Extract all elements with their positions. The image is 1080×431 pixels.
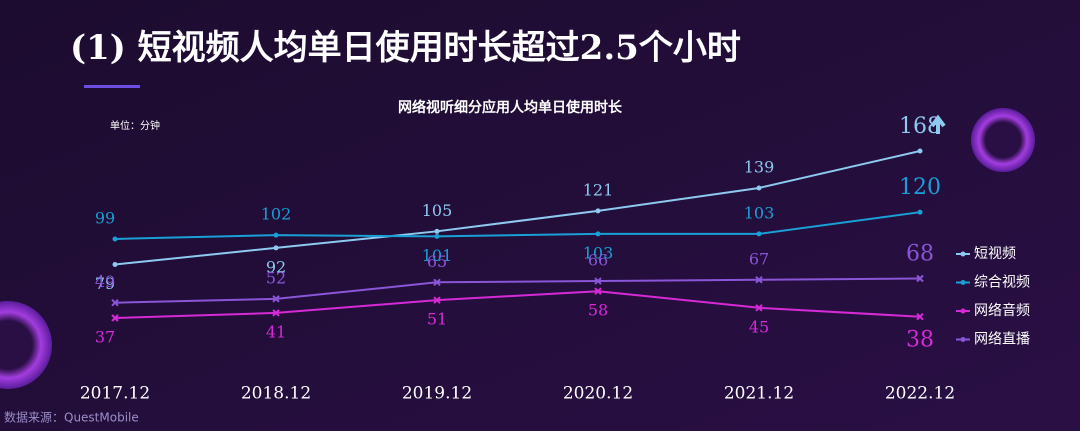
data-label: 41 bbox=[266, 322, 286, 341]
data-label: 103 bbox=[583, 243, 614, 262]
x-tick-label: 2019.12 bbox=[402, 384, 472, 404]
point bbox=[433, 296, 441, 304]
data-label: 168 bbox=[899, 114, 941, 139]
data-label: 37 bbox=[95, 328, 115, 347]
point bbox=[112, 236, 118, 242]
data-label: 49 bbox=[95, 272, 115, 291]
point bbox=[916, 274, 924, 283]
legend-label: 网络直播 bbox=[974, 331, 1030, 348]
plot: 2017.12 2018.12 2019.12 2020.12 2021.12 2022.… bbox=[80, 114, 1030, 404]
point bbox=[112, 261, 118, 267]
data-label: 105 bbox=[422, 201, 453, 220]
data-label: 52 bbox=[266, 268, 286, 287]
legend-label: 综合视频 bbox=[974, 275, 1030, 291]
data-label: 121 bbox=[583, 180, 614, 199]
point bbox=[594, 287, 602, 295]
heading: (1) 短视频人均单日使用时长超过2.5个小时 bbox=[70, 28, 741, 68]
data-label: 139 bbox=[744, 157, 775, 176]
source: 数据来源：QuestMobile bbox=[4, 410, 139, 425]
point bbox=[595, 208, 601, 214]
point bbox=[756, 231, 762, 237]
data-label: 38 bbox=[906, 328, 934, 353]
point bbox=[111, 314, 119, 322]
data-label: 103 bbox=[744, 203, 775, 222]
point bbox=[273, 245, 279, 251]
point bbox=[434, 233, 440, 239]
legend-symbol bbox=[960, 337, 966, 342]
point bbox=[272, 309, 280, 317]
decor-ring bbox=[971, 108, 1035, 172]
x-tick-label: 2020.12 bbox=[563, 384, 633, 404]
point bbox=[756, 185, 762, 191]
chart-title: 网络视听细分应用人均单日使用时长 bbox=[398, 99, 623, 116]
x-tick-label: 2017.12 bbox=[80, 384, 150, 404]
legend-label: 网络音频 bbox=[974, 302, 1030, 319]
x-tick-label: 2022.12 bbox=[885, 384, 955, 404]
point bbox=[916, 313, 924, 321]
legend-symbol bbox=[960, 280, 966, 285]
data-label: 68 bbox=[906, 241, 934, 266]
series-line bbox=[114, 211, 921, 240]
unit-label: 单位：分钟 bbox=[110, 119, 160, 132]
point bbox=[917, 209, 923, 215]
point bbox=[273, 232, 279, 238]
data-label: 58 bbox=[588, 301, 608, 320]
point bbox=[272, 295, 280, 303]
data-label: 66 bbox=[588, 251, 608, 270]
series-line bbox=[114, 290, 921, 319]
data-label: 79 bbox=[95, 274, 115, 293]
point bbox=[755, 304, 763, 312]
point bbox=[434, 228, 440, 234]
data-label: 120 bbox=[899, 175, 941, 200]
data-label: 92 bbox=[266, 257, 286, 276]
legend-label: 短视频 bbox=[974, 246, 1016, 262]
data-label: 101 bbox=[422, 246, 453, 265]
legend-symbol bbox=[960, 308, 966, 314]
point bbox=[433, 278, 441, 287]
data-label: 67 bbox=[749, 249, 769, 268]
series-line bbox=[114, 150, 921, 266]
data-label: 51 bbox=[427, 310, 447, 329]
data-label: 99 bbox=[95, 208, 115, 227]
data-label: 102 bbox=[261, 205, 292, 224]
decor-ring bbox=[0, 301, 52, 389]
heading-underline bbox=[84, 85, 140, 88]
x-tick-label: 2018.12 bbox=[241, 384, 311, 404]
point bbox=[594, 277, 602, 285]
point bbox=[111, 298, 119, 307]
point bbox=[755, 276, 763, 284]
series-line bbox=[114, 277, 921, 304]
data-label: 45 bbox=[749, 317, 769, 336]
x-tick-label: 2021.12 bbox=[724, 384, 794, 404]
data-label: 65 bbox=[427, 252, 447, 271]
up-arrow bbox=[930, 114, 946, 134]
legend-symbol bbox=[960, 251, 966, 257]
point bbox=[595, 231, 601, 237]
point bbox=[917, 148, 923, 154]
